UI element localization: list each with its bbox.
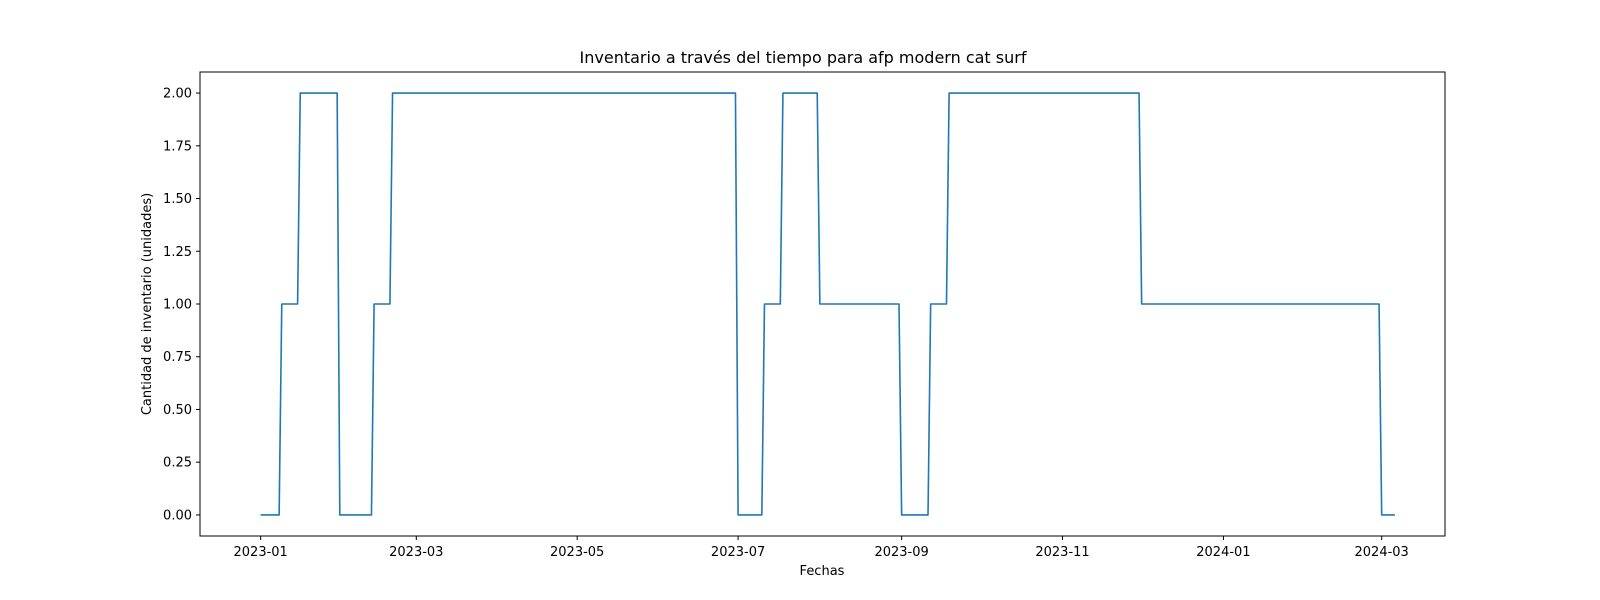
x-tick-label: 2023-09: [874, 545, 928, 560]
y-tick-label: 0.50: [163, 403, 192, 418]
y-tick-label: 2.00: [163, 87, 192, 102]
y-tick-label: 0.75: [163, 350, 192, 365]
series-line-0: [260, 92, 1395, 516]
x-tick-label: 2023-03: [389, 545, 443, 560]
x-axis-label: Fechas: [800, 564, 845, 579]
y-axis: 0.00 0.25 0.50 0.75 1.00 1.25 1.50 1.75 2.00: [163, 87, 200, 523]
y-tick-label: 1.75: [163, 139, 192, 154]
x-tick-label: 2023-11: [1035, 545, 1089, 560]
x-tick-label: 2023-05: [550, 545, 604, 560]
y-tick-label: 1.25: [163, 245, 192, 260]
y-tick-label: 1.00: [163, 298, 192, 313]
y-axis-label: Cantidad de inventario (unidades): [140, 193, 155, 415]
chart-title: Inventario a través del tiempo para afp …: [580, 48, 1027, 67]
x-axis: 2023-01 2023-03 2023-05 2023-07 2023-09 2023-…: [234, 536, 1409, 560]
x-tick-label: 2024-01: [1196, 545, 1250, 560]
y-tick-label: 1.50: [163, 192, 192, 207]
x-tick-label: 2023-07: [711, 545, 765, 560]
y-tick-label: 0.25: [163, 456, 192, 471]
y-tick-label: 0.00: [163, 508, 192, 523]
x-tick-label: 2024-03: [1355, 545, 1409, 560]
x-tick-label: 2023-01: [234, 545, 288, 560]
